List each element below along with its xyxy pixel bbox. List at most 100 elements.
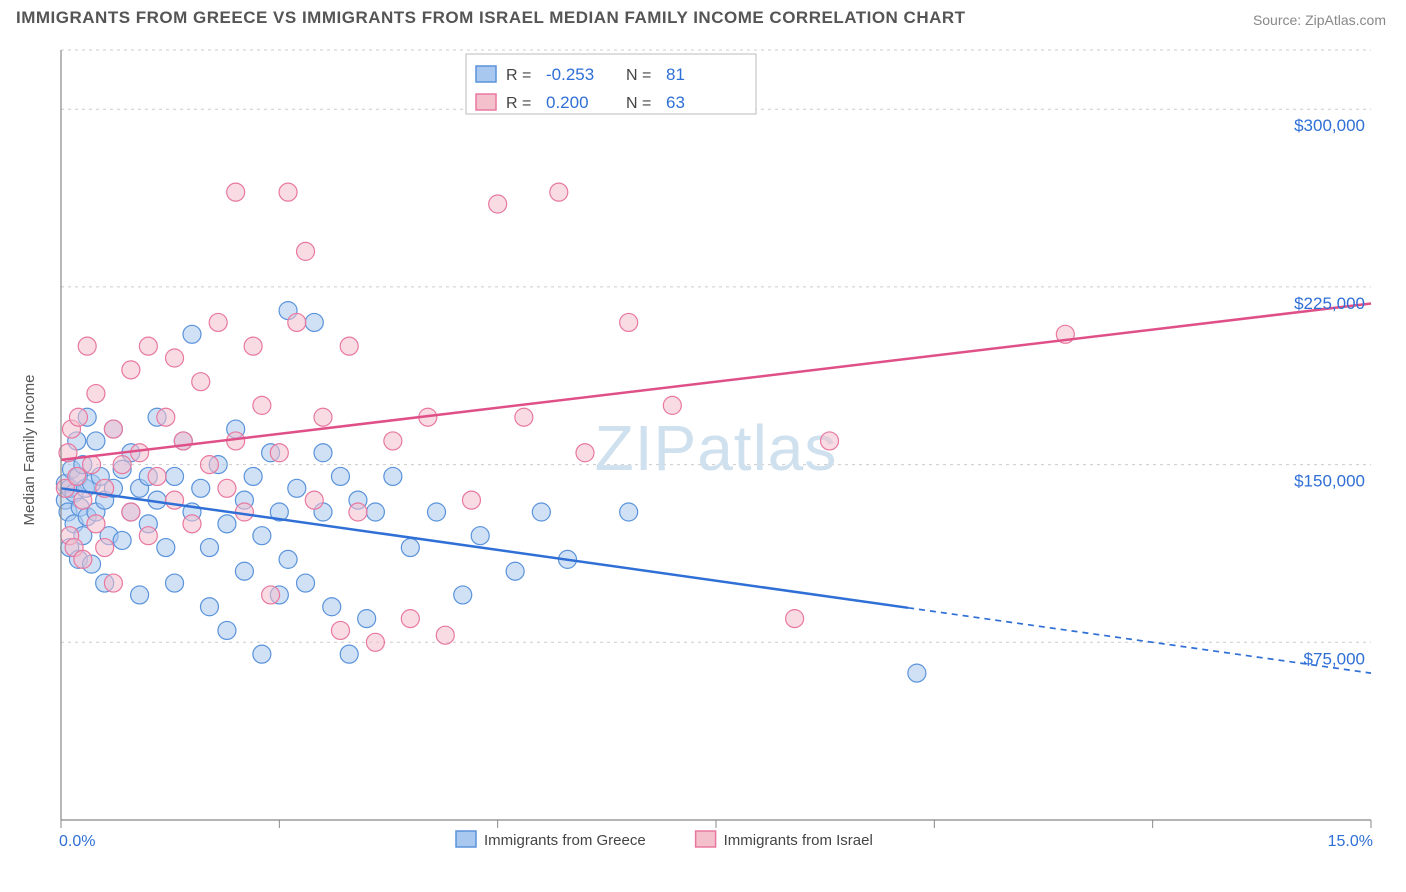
source-link[interactable]: ZipAtlas.com <box>1305 12 1386 28</box>
y-tick-label: $150,000 <box>1294 472 1365 491</box>
data-point <box>253 645 271 663</box>
data-point <box>83 456 101 474</box>
data-point <box>87 432 105 450</box>
data-point <box>253 396 271 414</box>
data-point <box>166 467 184 485</box>
legend-n-label: N = <box>626 67 651 84</box>
legend-swatch <box>456 831 476 847</box>
data-point <box>576 444 594 462</box>
data-point <box>74 491 92 509</box>
x-min-label: 0.0% <box>59 833 95 850</box>
data-point <box>663 396 681 414</box>
data-point <box>192 479 210 497</box>
data-point <box>532 503 550 521</box>
data-point <box>74 550 92 568</box>
data-point <box>620 313 638 331</box>
data-point <box>331 467 349 485</box>
data-point <box>384 432 402 450</box>
watermark-text: ZIPatlas <box>595 412 838 484</box>
data-point <box>131 444 149 462</box>
x-max-label: 15.0% <box>1328 833 1373 850</box>
data-point <box>148 467 166 485</box>
y-tick-label: $225,000 <box>1294 294 1365 313</box>
data-point <box>87 385 105 403</box>
data-point <box>288 479 306 497</box>
series-label: Immigrants from Greece <box>484 832 646 849</box>
data-point <box>96 539 114 557</box>
data-point <box>506 562 524 580</box>
data-point <box>183 515 201 533</box>
data-point <box>122 503 140 521</box>
data-point <box>218 515 236 533</box>
data-point <box>349 503 367 521</box>
legend-r-label: R = <box>506 67 531 84</box>
chart-title: IMMIGRANTS FROM GREECE VS IMMIGRANTS FRO… <box>16 8 966 28</box>
data-point <box>305 491 323 509</box>
trend-line <box>61 488 908 608</box>
data-point <box>262 586 280 604</box>
data-point <box>454 586 472 604</box>
trend-line-extrapolated <box>908 608 1371 673</box>
legend-r-value: -0.253 <box>546 65 594 84</box>
data-point <box>279 550 297 568</box>
legend-n-value: 81 <box>666 65 685 84</box>
correlation-chart: ZIPatlas $75,000$150,000$225,000$300,000… <box>16 40 1390 876</box>
y-tick-label: $300,000 <box>1294 116 1365 135</box>
data-point <box>436 626 454 644</box>
data-point <box>288 313 306 331</box>
legend-swatch <box>696 831 716 847</box>
data-point <box>515 408 533 426</box>
data-point <box>297 574 315 592</box>
data-point <box>270 444 288 462</box>
data-point <box>340 337 358 355</box>
data-point <box>68 467 86 485</box>
data-point <box>786 610 804 628</box>
data-point <box>200 456 218 474</box>
legend-n-label: N = <box>626 95 651 112</box>
data-point <box>218 479 236 497</box>
data-point <box>218 621 236 639</box>
data-point <box>489 195 507 213</box>
data-point <box>366 633 384 651</box>
data-point <box>340 645 358 663</box>
data-point <box>331 621 349 639</box>
data-point <box>366 503 384 521</box>
data-point <box>192 373 210 391</box>
data-point <box>462 491 480 509</box>
data-point <box>821 432 839 450</box>
data-point <box>358 610 376 628</box>
data-point <box>200 598 218 616</box>
data-point <box>428 503 446 521</box>
legend-swatch <box>476 94 496 110</box>
data-point <box>139 337 157 355</box>
data-point <box>314 444 332 462</box>
data-point <box>113 531 131 549</box>
data-point <box>235 503 253 521</box>
data-point <box>227 183 245 201</box>
data-point <box>78 337 96 355</box>
data-point <box>253 527 271 545</box>
data-point <box>908 664 926 682</box>
series-label: Immigrants from Israel <box>724 832 873 849</box>
source-attribution: Source: ZipAtlas.com <box>1253 12 1386 28</box>
data-point <box>104 420 122 438</box>
data-point <box>122 361 140 379</box>
data-point <box>244 337 262 355</box>
data-point <box>401 539 419 557</box>
data-point <box>305 313 323 331</box>
data-point <box>200 539 218 557</box>
data-point <box>113 456 131 474</box>
data-point <box>69 408 87 426</box>
data-point <box>87 515 105 533</box>
legend-r-value: 0.200 <box>546 93 589 112</box>
data-point <box>183 325 201 343</box>
legend-swatch <box>476 66 496 82</box>
source-label: Source: <box>1253 12 1301 28</box>
data-point <box>157 408 175 426</box>
data-point <box>279 183 297 201</box>
data-point <box>244 467 262 485</box>
data-point <box>131 586 149 604</box>
y-axis-title: Median Family Income <box>21 375 38 526</box>
data-point <box>550 183 568 201</box>
legend-n-value: 63 <box>666 93 685 112</box>
